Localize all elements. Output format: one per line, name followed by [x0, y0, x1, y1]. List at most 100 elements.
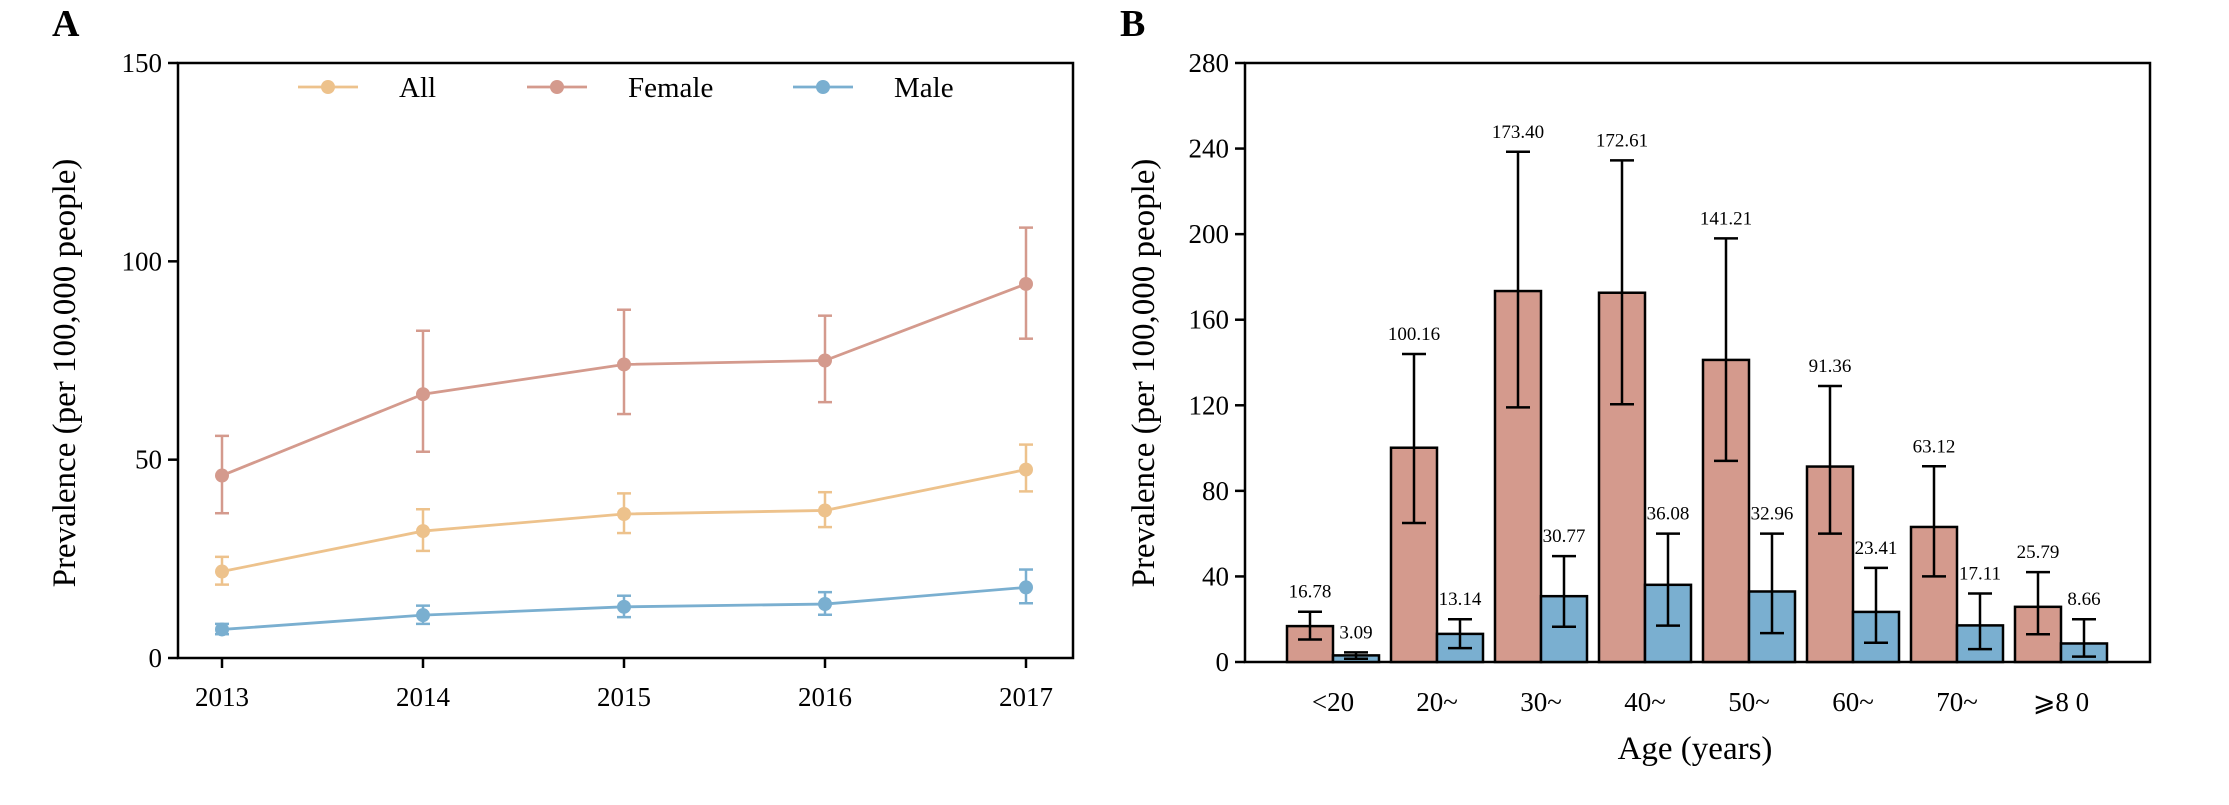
panel-b-plot-frame — [1243, 61, 2152, 664]
data-point-male — [818, 597, 832, 612]
panel-b-y-tick-label: 160 — [1189, 305, 1230, 335]
panel-b-axes — [1243, 61, 2152, 664]
panel-a-x-tick-label: 2017 — [999, 682, 1053, 712]
panel-b-data-labels: 16.78 100.16 173.40 172.61 141.21 91.36 63.12 2… — [1289, 122, 2101, 644]
error-bar-male — [1344, 651, 1368, 661]
error-bar-male — [1968, 592, 1992, 651]
panel-a-y-tick-label: 50 — [135, 445, 162, 475]
data-point-male — [617, 599, 631, 614]
panel-a-plot-frame — [176, 61, 1075, 660]
panel-b-y-tick-label: 40 — [1202, 561, 1229, 591]
panel-b: B 0 40 80 120 160 200 240 280 <20 20~ 30~ 40~ 50~ 60… — [1120, 3, 2152, 767]
panel-b-x-tick-label: 40~ — [1624, 687, 1666, 717]
data-label-female: 172.61 — [1596, 130, 1648, 151]
error-bar-female — [1610, 159, 1634, 406]
error-bar-male — [1448, 617, 1472, 650]
error-bar-male — [1656, 532, 1680, 627]
panel-b-x-tick-label: 60~ — [1832, 687, 1874, 717]
legend-label-female: Female — [628, 72, 713, 104]
panel-b-y-ticks: 0 40 80 120 160 200 240 280 — [1189, 48, 1245, 677]
panel-b-x-ticks: <20 20~ 30~ 40~ 50~ 60~ 70~ ⩾8 0 — [1312, 687, 2089, 717]
data-label-male: 8.66 — [2067, 589, 2100, 610]
data-label-female: 100.16 — [1388, 324, 1440, 345]
data-label-female: 63.12 — [1913, 436, 1956, 457]
error-bar-male — [1760, 532, 1784, 635]
data-label-female: 91.36 — [1809, 356, 1852, 377]
data-point-all — [818, 503, 832, 518]
panel-b-y-tick-label: 280 — [1189, 48, 1230, 78]
panel-a-letter: A — [52, 3, 80, 45]
panel-b-x-tick-label: ⩾8 0 — [2033, 687, 2089, 717]
error-bar-female — [1922, 465, 1946, 578]
panel-a-y-tick-label: 100 — [122, 246, 163, 276]
panel-a-y-axis-label: Prevalence (per 100,000 people) — [47, 159, 83, 588]
panel-a-axes — [176, 61, 1075, 660]
panel-b-y-axis-label: Prevalence (per 100,000 people) — [1126, 159, 1162, 588]
panel-b-x-tick-label: 20~ — [1416, 687, 1458, 717]
data-point-male — [1019, 580, 1033, 595]
error-bar-female — [1818, 384, 1842, 535]
data-point-female — [215, 468, 229, 483]
panel-b-y-tick-label: 120 — [1189, 390, 1230, 420]
data-point-male — [416, 608, 430, 623]
bar-female — [1597, 291, 1647, 664]
data-point-all — [617, 507, 631, 522]
panel-a-x-tick-label: 2015 — [597, 682, 651, 712]
legend-marker-female — [550, 80, 564, 94]
panel-b-x-tick-label: 70~ — [1936, 687, 1978, 717]
data-point-all — [416, 524, 430, 539]
data-label-male: 3.09 — [1339, 622, 1372, 643]
error-bar-female — [1402, 352, 1426, 525]
data-point-female — [818, 353, 832, 368]
bar-female — [1285, 624, 1335, 664]
data-point-male — [215, 622, 229, 637]
panel-a-x-ticks: 2013 2014 2015 2016 2017 — [195, 658, 1053, 712]
data-label-female: 16.78 — [1289, 582, 1332, 603]
data-label-female: 141.21 — [1700, 208, 1752, 229]
error-bar-female — [1714, 237, 1738, 463]
panel-b-x-tick-label: 30~ — [1520, 687, 1562, 717]
error-bar-male — [1864, 566, 1888, 644]
panel-a-y-tick-label: 0 — [149, 643, 163, 673]
panel-a-y-ticks: 0 50 100 150 — [122, 48, 178, 673]
data-label-male: 32.96 — [1751, 504, 1794, 525]
data-label-male: 13.14 — [1439, 589, 1482, 610]
error-bar-male — [2072, 617, 2096, 658]
panel-b-y-tick-label: 0 — [1216, 647, 1230, 677]
panel-a-legend: All Female Male — [298, 72, 954, 104]
error-bar-female — [1506, 150, 1530, 409]
panel-a-x-tick-label: 2014 — [396, 682, 451, 712]
panel-b-y-tick-label: 200 — [1189, 219, 1230, 249]
data-label-female: 173.40 — [1492, 122, 1544, 143]
data-label-male: 23.41 — [1855, 538, 1898, 559]
panel-a-y-tick-label: 150 — [122, 48, 163, 78]
data-point-female — [1019, 276, 1033, 291]
error-bar-male — [1552, 554, 1576, 628]
data-point-all — [1019, 462, 1033, 477]
data-point-female — [617, 357, 631, 372]
panel-a-x-tick-label: 2016 — [798, 682, 852, 712]
panel-b-x-axis-label: Age (years) — [1618, 731, 1773, 767]
data-label-male: 17.11 — [1959, 564, 2001, 585]
legend-label-all: All — [399, 72, 436, 104]
panel-b-x-tick-label: 50~ — [1728, 687, 1770, 717]
error-bar-female — [2026, 570, 2050, 636]
panel-b-bars — [1285, 150, 2109, 664]
data-label-female: 25.79 — [2017, 542, 2060, 563]
error-bar-female — [1298, 610, 1322, 641]
panel-b-y-tick-label: 80 — [1202, 476, 1229, 506]
data-label-male: 36.08 — [1647, 504, 1690, 525]
panel-a-x-tick-label: 2013 — [195, 682, 249, 712]
data-label-male: 30.77 — [1543, 526, 1586, 547]
panel-b-letter: B — [1120, 3, 1145, 45]
panel-b-x-tick-label: <20 — [1312, 687, 1354, 717]
bar-female — [1701, 358, 1751, 664]
legend-label-male: Male — [894, 72, 954, 104]
legend-marker-all — [321, 80, 335, 94]
legend-marker-male — [816, 80, 830, 94]
panel-b-y-tick-label: 240 — [1189, 134, 1230, 164]
data-point-all — [215, 564, 229, 579]
panel-a-series — [215, 226, 1033, 637]
panel-a: A 0 50 100 150 2013 2014 2015 2016 2017 All Fema… — [47, 3, 1075, 712]
